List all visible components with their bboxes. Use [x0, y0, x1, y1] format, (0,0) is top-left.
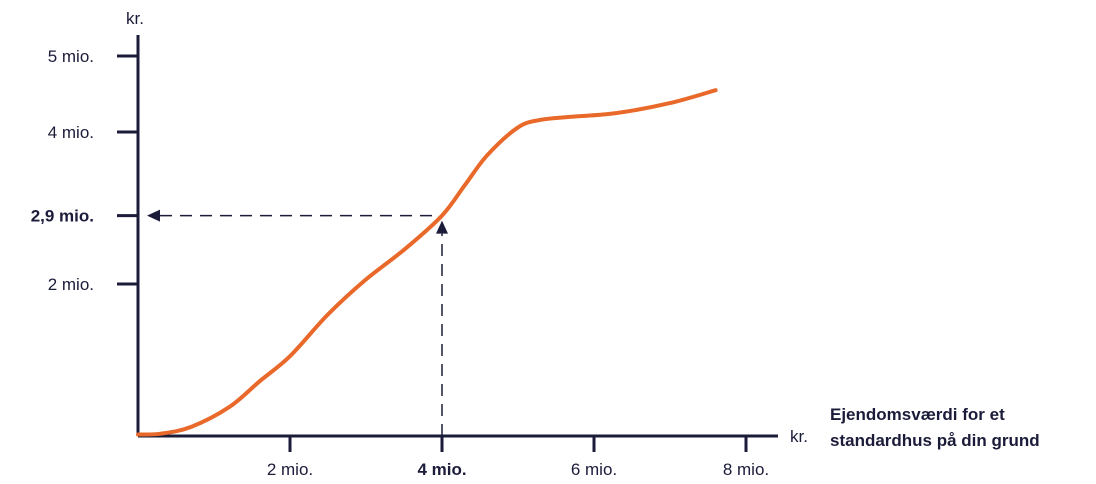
y-tick-label: 2,9 mio. — [31, 207, 94, 226]
x-tick-label: 8 mio. — [723, 460, 769, 479]
x-tick-label: 4 mio. — [417, 460, 466, 479]
x-axis-title-line-2: standardhus på din grund — [830, 431, 1040, 450]
x-axis-title-line-1: Ejendomsværdi for et — [830, 405, 1005, 424]
x-tick-label: 2 mio. — [267, 460, 313, 479]
y-tick-label: 5 mio. — [48, 47, 94, 66]
x-tick-label: 6 mio. — [571, 460, 617, 479]
x-axis-title: Ejendomsværdi for et standardhus på din … — [830, 405, 1040, 450]
y-ticks: 2 mio. 2,9 mio. 4 mio. 5 mio. — [31, 47, 138, 294]
y-tick-label: 4 mio. — [48, 123, 94, 142]
x-ticks: 2 mio. 4 mio. 6 mio. 8 mio. — [267, 436, 769, 479]
series-line — [136, 88, 718, 437]
y-tick-label: 2 mio. — [48, 275, 94, 294]
guide-lines — [147, 209, 448, 436]
left-arrow-head — [147, 209, 160, 222]
axes: kr. kr. — [126, 9, 808, 446]
x-unit-label: kr. — [790, 427, 808, 446]
up-arrow-head — [436, 220, 448, 234]
y-unit-label: kr. — [126, 9, 144, 28]
